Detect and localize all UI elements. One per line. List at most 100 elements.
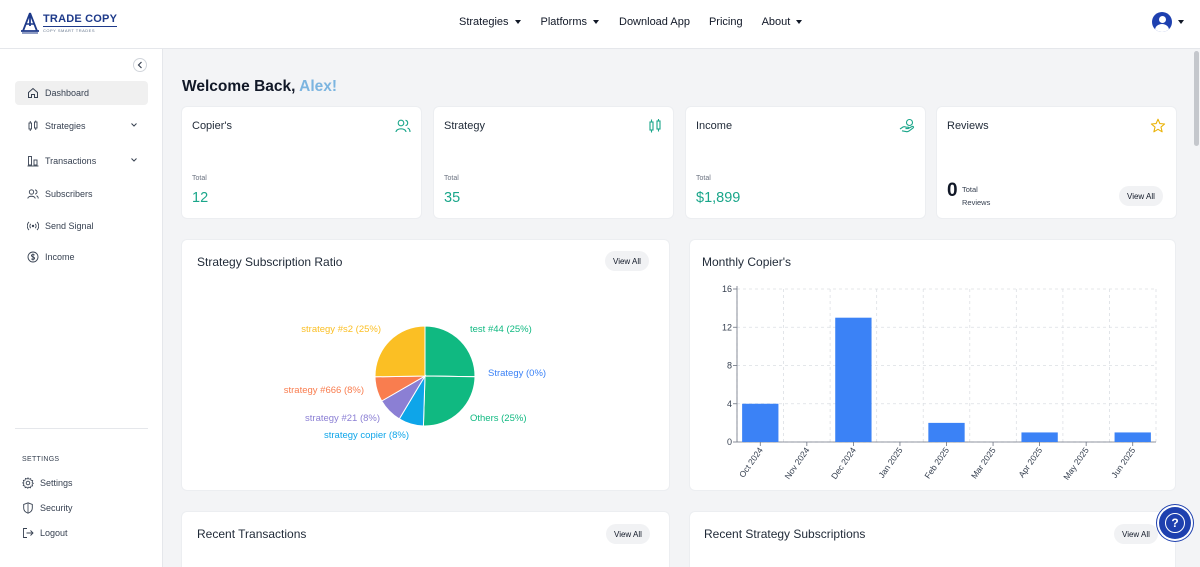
- recent-transactions-view-all-button[interactable]: View All: [606, 524, 650, 544]
- scrollbar-thumb[interactable]: [1194, 51, 1199, 146]
- collapse-sidebar-button[interactable]: [133, 58, 147, 72]
- sidebar-item-strategies[interactable]: Strategies: [15, 114, 148, 138]
- brand-title: TRADE COPY: [43, 13, 118, 25]
- sidebar-item-security[interactable]: Security: [22, 500, 73, 516]
- sidebar-item-label: Send Signal: [45, 221, 94, 231]
- page-title: Welcome Back, Alex!: [182, 78, 337, 96]
- nav-strategies[interactable]: Strategies: [459, 16, 521, 28]
- nav-platforms[interactable]: Platforms: [541, 16, 599, 28]
- nav-label: Pricing: [708, 16, 743, 28]
- pie-slice[interactable]: [424, 325, 476, 378]
- card-label: Total: [192, 175, 207, 182]
- users-icon: [395, 119, 411, 133]
- question-icon: ?: [1165, 513, 1185, 533]
- sidebar-item-subscribers[interactable]: Subscribers: [15, 182, 148, 206]
- sidebar-item-label: Strategies: [45, 121, 86, 131]
- settings-item-label: Settings: [40, 478, 73, 488]
- help-button[interactable]: ?: [1159, 507, 1191, 539]
- x-tick-label: Jan 2025: [876, 445, 904, 480]
- recent-subscriptions-view-all-button[interactable]: View All: [1114, 524, 1158, 544]
- y-tick-label: 8: [727, 361, 732, 371]
- bar[interactable]: [742, 403, 779, 442]
- sidebar-item-logout[interactable]: Logout: [22, 525, 68, 541]
- sidebar-item-transactions[interactable]: Transactions: [15, 149, 148, 173]
- x-tick-label: Apr 2025: [1016, 445, 1044, 479]
- card-value: 12: [192, 190, 209, 206]
- monthly-copiers-panel: Monthly Copier's 0 4 8 12 16 Oct 2024 Nov 2024…: [690, 240, 1175, 490]
- pie-label: strategy copier (8%): [324, 430, 409, 441]
- settings-item-label: Security: [40, 503, 73, 513]
- y-tick-label: 16: [722, 284, 732, 294]
- caret-down-icon: [593, 20, 599, 24]
- card-title: Copier's: [192, 120, 233, 132]
- nav-label: About: [761, 16, 791, 28]
- card-title: Reviews: [947, 120, 989, 132]
- card-title: Income: [696, 120, 733, 132]
- sidebar-item-label: Dashboard: [45, 88, 90, 98]
- subscription-ratio-view-all-button[interactable]: View All: [605, 251, 649, 271]
- pie-slice[interactable]: [374, 325, 426, 378]
- brand-subtitle: COPY SMART TRADES: [43, 26, 118, 33]
- x-tick-label: Feb 2025: [922, 445, 951, 480]
- page-scrollbar[interactable]: [1193, 49, 1200, 567]
- star-icon: [1150, 118, 1166, 133]
- bar-chart-icon: [27, 155, 39, 167]
- caret-down-icon: [796, 20, 803, 24]
- sidebar-item-settings[interactable]: Settings: [22, 475, 73, 491]
- x-tick-label: Dec 2024: [829, 445, 858, 481]
- chevron-left-icon: [137, 61, 142, 69]
- logo-icon: [21, 12, 39, 34]
- brand-logo[interactable]: TRADE COPY COPY SMART TRADES: [20, 12, 118, 34]
- nav-label: Platforms: [540, 16, 587, 28]
- settings-section-label: SETTINGS: [22, 456, 60, 463]
- top-navbar: TRADE COPY COPY SMART TRADES Strategies …: [0, 0, 1200, 49]
- logout-icon: [22, 527, 34, 539]
- candlestick-icon: [649, 119, 661, 133]
- reviews-stat-card: Reviews 0 Total Reviews View All: [937, 107, 1176, 218]
- pie-label: test #44 (25%): [470, 324, 532, 335]
- bar-chart-grid: [733, 288, 1157, 443]
- strategy-stat-card: Strategy Total 35: [434, 107, 673, 218]
- chevron-down-icon: [131, 158, 137, 162]
- home-icon: [27, 87, 39, 99]
- panel-title: Recent Strategy Subscriptions: [704, 527, 866, 541]
- y-tick-label: 4: [727, 399, 732, 409]
- dollar-icon: [27, 251, 39, 263]
- pie-label: strategy #666 (8%): [284, 385, 364, 396]
- pie-label: Strategy (0%): [488, 368, 546, 379]
- x-tick-label: May 2025: [1061, 445, 1091, 482]
- sidebar-item-income[interactable]: Income: [15, 245, 148, 269]
- main-menu: Strategies Platforms Download App Pricin…: [459, 16, 803, 28]
- pie-label: strategy #21 (8%): [305, 413, 380, 424]
- hand-coin-icon: [899, 118, 915, 133]
- pie-slice[interactable]: [422, 375, 476, 427]
- pie-label: strategy #s2 (25%): [301, 324, 381, 335]
- panel-title: Monthly Copier's: [702, 255, 791, 269]
- nav-label: Strategies: [459, 16, 509, 28]
- bar[interactable]: [1021, 432, 1058, 442]
- reviews-count: 0: [947, 180, 958, 201]
- nav-pricing[interactable]: Pricing: [709, 16, 743, 28]
- bar[interactable]: [835, 317, 872, 442]
- income-stat-card: Income Total $1,899: [686, 107, 925, 218]
- nav-about[interactable]: About: [762, 16, 803, 28]
- user-menu-button[interactable]: [1152, 12, 1184, 32]
- settings-item-label: Logout: [40, 528, 68, 538]
- chevron-down-icon: [131, 123, 137, 127]
- nav-download-app[interactable]: Download App: [619, 16, 690, 28]
- recent-transactions-panel: Recent Transactions View All: [182, 512, 669, 567]
- candlestick-icon: [27, 120, 39, 132]
- bar[interactable]: [928, 422, 965, 442]
- recent-subscriptions-panel: Recent Strategy Subscriptions View All: [690, 512, 1175, 567]
- card-value: 35: [444, 190, 461, 206]
- pie-label: Others (25%): [470, 413, 527, 424]
- sidebar-item-send-signal[interactable]: Send Signal: [15, 214, 148, 238]
- card-title: Strategy: [444, 120, 485, 132]
- reviews-label: Total Reviews: [962, 183, 1022, 209]
- sidebar-item-label: Transactions: [45, 156, 97, 166]
- reviews-view-all-button[interactable]: View All: [1119, 186, 1163, 206]
- users-icon: [27, 188, 39, 200]
- bar[interactable]: [1114, 432, 1151, 442]
- broadcast-icon: [27, 220, 39, 232]
- sidebar-item-dashboard[interactable]: Dashboard: [15, 81, 148, 105]
